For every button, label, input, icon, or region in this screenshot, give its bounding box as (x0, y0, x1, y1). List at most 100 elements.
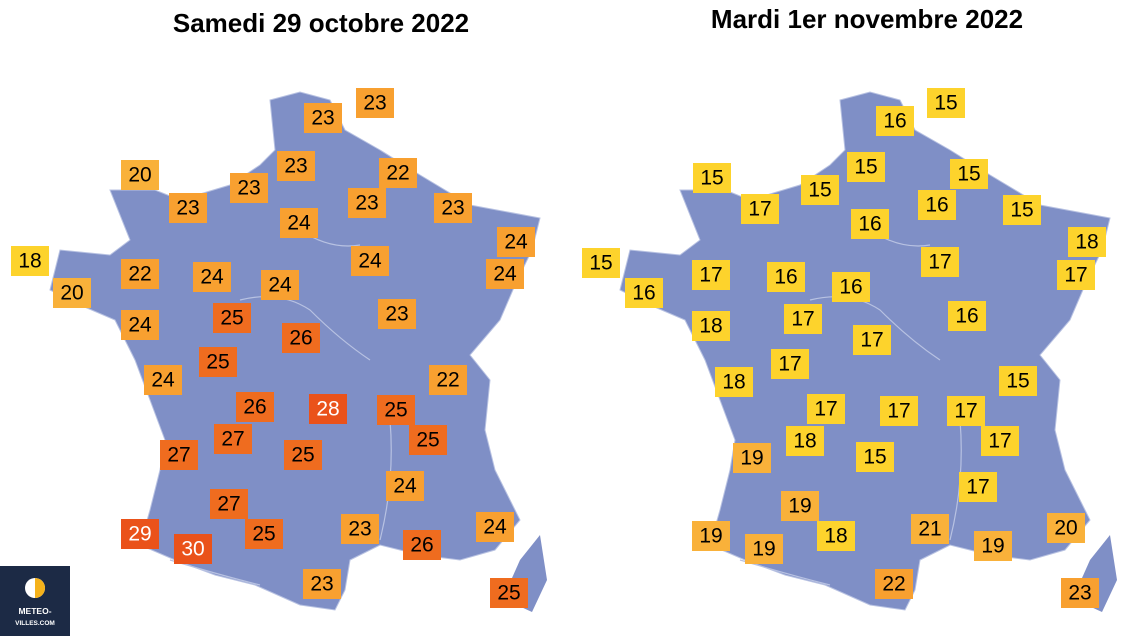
temperature-box (745, 534, 783, 564)
temperature-value: 17 (954, 400, 977, 423)
temperature-label: 15 (856, 442, 894, 472)
temperature-value: 16 (632, 282, 655, 305)
temperature-box (121, 160, 159, 190)
temperature-box (921, 247, 959, 277)
temperature-label: 27 (160, 440, 198, 470)
temperature-value: 26 (243, 396, 266, 419)
temperature-value: 26 (289, 327, 312, 350)
temperature-value: 17 (860, 329, 883, 352)
temperature-box (174, 534, 212, 564)
temperature-box (261, 270, 299, 300)
temperature-label: 19 (974, 531, 1012, 561)
temperature-label: 27 (214, 424, 252, 454)
temperature-label: 17 (692, 260, 730, 290)
temperature-box (876, 106, 914, 136)
temperature-value: 23 (310, 573, 333, 596)
temperature-label: 23 (230, 173, 268, 203)
temperature-value: 24 (493, 263, 517, 286)
temperature-value: 18 (722, 371, 745, 394)
temperature-box (880, 396, 918, 426)
temperature-label: 24 (193, 262, 231, 292)
temperature-label: 23 (434, 193, 472, 223)
temperature-label: 23 (378, 299, 416, 329)
temperature-value: 23 (284, 155, 307, 178)
temperature-box (817, 521, 855, 551)
temperature-label: 26 (236, 392, 274, 422)
temperature-box (625, 278, 663, 308)
temperature-box (911, 514, 949, 544)
temperature-box (741, 194, 779, 224)
temperature-box (927, 88, 965, 118)
temperature-box (801, 175, 839, 205)
temperature-label: 24 (476, 512, 514, 542)
temperature-label: 16 (625, 278, 663, 308)
temperature-value: 23 (1068, 582, 1091, 605)
temperature-label: 23 (341, 514, 379, 544)
temperature-value: 25 (220, 307, 243, 330)
temperature-value: 16 (955, 305, 978, 328)
temperature-box (476, 512, 514, 542)
temperature-label: 23 (304, 103, 342, 133)
temperature-label: 23 (277, 151, 315, 181)
temperature-value: 16 (858, 213, 881, 236)
temperature-value: 18 (793, 430, 816, 453)
temperature-value: 22 (128, 263, 151, 286)
temperature-box (918, 190, 956, 220)
temperature-value: 16 (925, 194, 948, 217)
temperature-label: 29 (121, 519, 159, 549)
temperature-label: 24 (486, 259, 524, 289)
temperature-box (582, 248, 620, 278)
temperature-label: 19 (781, 491, 819, 521)
temperature-label: 25 (490, 578, 528, 608)
temperature-box (950, 159, 988, 189)
temperature-box (733, 443, 771, 473)
temperature-box (213, 303, 251, 333)
temperature-box (497, 227, 535, 257)
temperature-label: 24 (351, 246, 389, 276)
temperature-value: 16 (883, 110, 906, 133)
temperature-label: 25 (409, 425, 447, 455)
temperature-box (486, 259, 524, 289)
temperature-value: 24 (504, 231, 528, 254)
temperature-box (807, 394, 845, 424)
temperature-box (781, 491, 819, 521)
temperature-label: 17 (921, 247, 959, 277)
temperature-box (11, 246, 49, 276)
temperature-label: 25 (199, 347, 237, 377)
temperature-value: 22 (436, 369, 459, 392)
temperature-box (853, 325, 891, 355)
temperature-label: 17 (784, 304, 822, 334)
temperature-label: 16 (832, 272, 870, 302)
temperature-value: 18 (1075, 231, 1098, 254)
temperature-label: 15 (1003, 195, 1041, 225)
temperature-box (121, 519, 159, 549)
temperature-value: 18 (824, 525, 847, 548)
temperature-box (236, 392, 274, 422)
temperature-value: 23 (441, 197, 464, 220)
temperature-value: 23 (355, 192, 378, 215)
temperature-value: 25 (206, 351, 229, 374)
temperature-box (309, 394, 347, 424)
temperature-box (199, 347, 237, 377)
temperature-label: 17 (771, 349, 809, 379)
temperature-box (999, 366, 1037, 396)
temperature-value: 17 (988, 430, 1011, 453)
temperature-value: 23 (311, 107, 334, 130)
temperature-label: 24 (144, 365, 182, 395)
temperature-label: 18 (11, 246, 49, 276)
temperature-value: 24 (393, 475, 417, 498)
temperature-box (214, 424, 252, 454)
temperature-box (169, 193, 207, 223)
temperature-label: 22 (121, 259, 159, 289)
temperature-label: 15 (801, 175, 839, 205)
temperature-box (351, 246, 389, 276)
temperature-value: 15 (863, 446, 886, 469)
temperature-value: 24 (128, 314, 152, 337)
map-title: Samedi 29 octobre 2022 (173, 8, 469, 38)
temperature-box (429, 365, 467, 395)
temperature-box (379, 158, 417, 188)
temperature-value: 24 (483, 516, 507, 539)
temperature-value: 28 (316, 398, 339, 421)
temperature-label: 17 (853, 325, 891, 355)
